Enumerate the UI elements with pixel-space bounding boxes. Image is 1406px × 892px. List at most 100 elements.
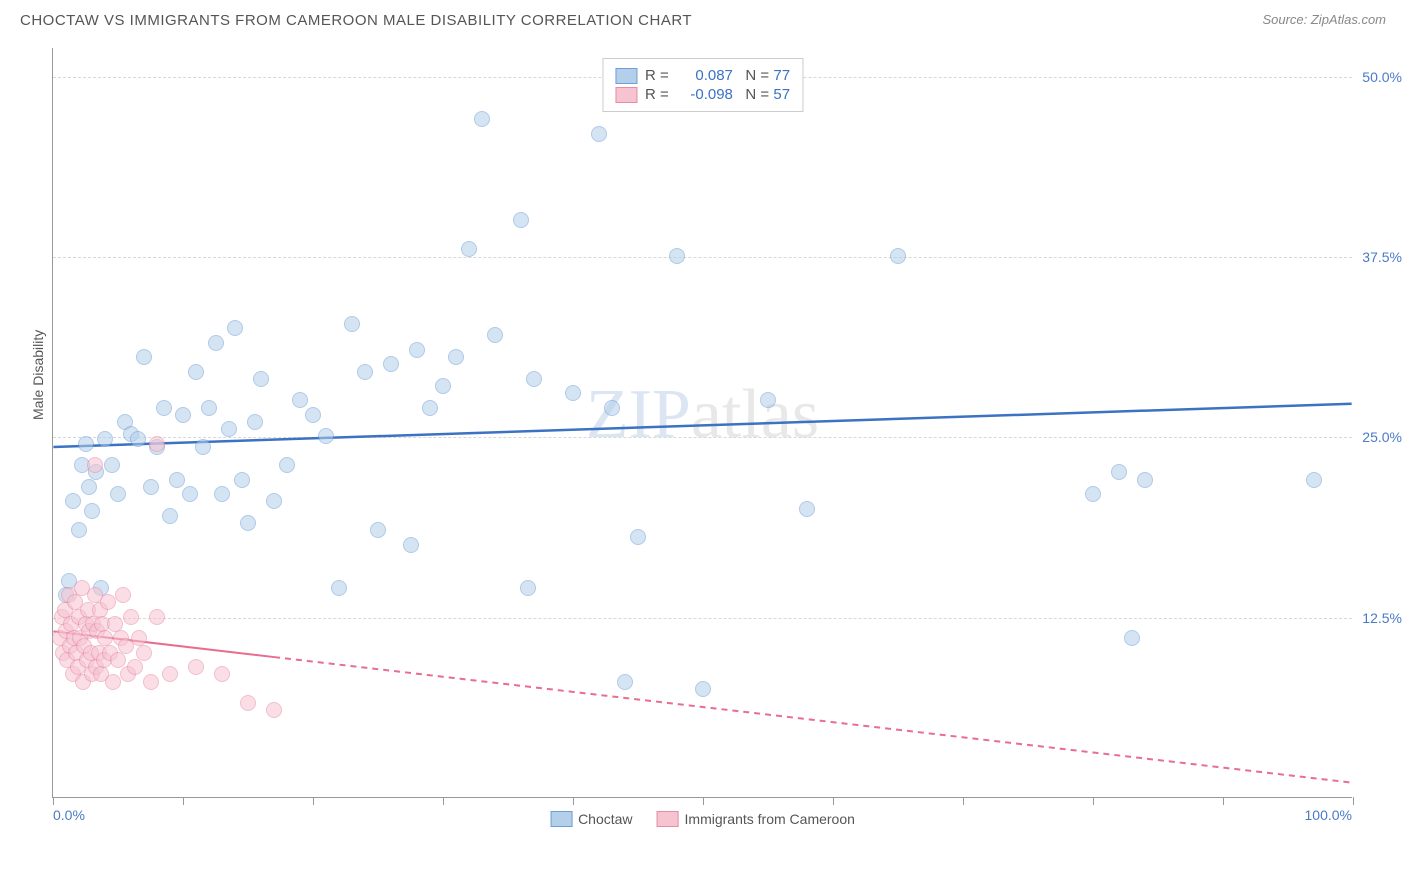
stats-legend-row: R = 0.087 N = 77	[615, 67, 790, 84]
plot-area: ZIPatlas R = 0.087 N = 77R = -0.098 N = …	[52, 48, 1352, 798]
data-point	[461, 241, 477, 257]
data-point	[136, 349, 152, 365]
data-point	[195, 439, 211, 455]
data-point	[630, 529, 646, 545]
data-point	[115, 587, 131, 603]
data-point	[227, 320, 243, 336]
data-point	[1111, 464, 1127, 480]
legend-swatch	[615, 68, 637, 84]
stats-legend: R = 0.087 N = 77 R = -0.098 N = 57	[602, 58, 803, 112]
data-point	[247, 414, 263, 430]
data-point	[162, 508, 178, 524]
data-point	[100, 594, 116, 610]
x-tick-label: 100.0%	[1305, 807, 1352, 823]
data-point	[143, 674, 159, 690]
data-point	[487, 327, 503, 343]
data-point	[105, 674, 121, 690]
data-point	[162, 666, 178, 682]
data-point	[87, 457, 103, 473]
data-point	[305, 407, 321, 423]
data-point	[890, 248, 906, 264]
data-point	[214, 486, 230, 502]
data-point	[78, 436, 94, 452]
data-point	[175, 407, 191, 423]
data-point	[110, 486, 126, 502]
x-tick	[313, 797, 314, 805]
y-tick-label: 25.0%	[1362, 429, 1402, 445]
data-point	[84, 503, 100, 519]
y-axis-title: Male Disability	[30, 330, 46, 420]
data-point	[240, 515, 256, 531]
x-tick	[443, 797, 444, 805]
y-tick-label: 37.5%	[1362, 249, 1402, 265]
data-point	[617, 674, 633, 690]
x-tick-label: 0.0%	[53, 807, 85, 823]
bottom-legend-item: Immigrants from Cameroon	[657, 811, 855, 827]
data-point	[383, 356, 399, 372]
data-point	[604, 400, 620, 416]
data-point	[669, 248, 685, 264]
x-tick	[573, 797, 574, 805]
data-point	[214, 666, 230, 682]
data-point	[695, 681, 711, 697]
x-tick	[703, 797, 704, 805]
x-tick	[1353, 797, 1354, 805]
data-point	[799, 501, 815, 517]
data-point	[591, 126, 607, 142]
data-point	[130, 431, 146, 447]
x-tick	[1223, 797, 1224, 805]
data-point	[81, 479, 97, 495]
data-point	[127, 659, 143, 675]
y-tick-label: 50.0%	[1362, 69, 1402, 85]
x-tick	[53, 797, 54, 805]
x-tick	[963, 797, 964, 805]
data-point	[201, 400, 217, 416]
data-point	[760, 392, 776, 408]
data-point	[1124, 630, 1140, 646]
gridline	[53, 618, 1352, 619]
x-tick	[183, 797, 184, 805]
data-point	[143, 479, 159, 495]
data-point	[221, 421, 237, 437]
data-point	[422, 400, 438, 416]
y-tick-label: 12.5%	[1362, 610, 1402, 626]
data-point	[136, 645, 152, 661]
bottom-legend: Choctaw Immigrants from Cameroon	[550, 811, 855, 827]
data-point	[520, 580, 536, 596]
data-point	[110, 652, 126, 668]
data-point	[448, 349, 464, 365]
data-point	[123, 609, 139, 625]
data-point	[344, 316, 360, 332]
stats-legend-text: R = -0.098 N = 57	[645, 86, 790, 103]
data-point	[526, 371, 542, 387]
data-point	[97, 431, 113, 447]
data-point	[169, 472, 185, 488]
data-point	[149, 436, 165, 452]
data-point	[266, 702, 282, 718]
legend-label: Immigrants from Cameroon	[685, 811, 855, 827]
data-point	[1085, 486, 1101, 502]
data-point	[474, 111, 490, 127]
data-point	[104, 457, 120, 473]
legend-swatch	[550, 811, 572, 827]
data-point	[240, 695, 256, 711]
data-point	[234, 472, 250, 488]
data-point	[331, 580, 347, 596]
data-point	[409, 342, 425, 358]
data-point	[266, 493, 282, 509]
chart-title: CHOCTAW VS IMMIGRANTS FROM CAMEROON MALE…	[20, 12, 692, 29]
stats-legend-row: R = -0.098 N = 57	[615, 86, 790, 103]
data-point	[1137, 472, 1153, 488]
data-point	[188, 364, 204, 380]
data-point	[1306, 472, 1322, 488]
legend-label: Choctaw	[578, 811, 632, 827]
legend-swatch	[615, 87, 637, 103]
data-point	[156, 400, 172, 416]
source-attribution: Source: ZipAtlas.com	[1262, 12, 1386, 27]
x-tick	[833, 797, 834, 805]
data-point	[188, 659, 204, 675]
data-point	[435, 378, 451, 394]
data-point	[370, 522, 386, 538]
data-point	[357, 364, 373, 380]
data-point	[149, 609, 165, 625]
